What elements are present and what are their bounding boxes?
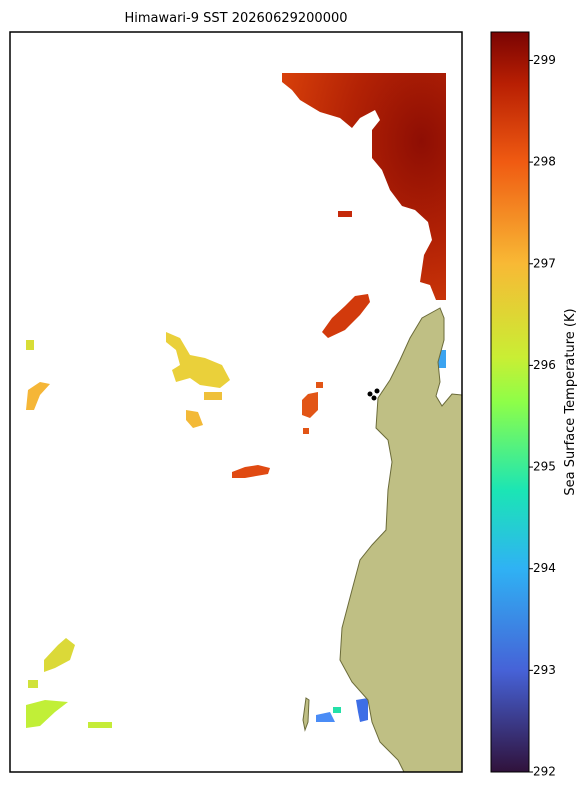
map-title: Himawari-9 SST 20260629200000 [124,11,347,26]
sst-patch [26,382,50,410]
sst-patch [26,700,68,728]
colorbar [490,31,530,773]
sst-patch [322,294,370,338]
sst-patch [282,73,446,300]
colorbar-label: Sea Surface Temperature (K) [563,308,578,495]
land [339,307,462,772]
land [302,697,310,732]
sst-patch [338,211,352,217]
colorbar-tick-label: 293 [533,663,556,677]
sst-patch [28,680,38,688]
colorbar-tick-label: 299 [533,53,556,67]
sst-patch [333,707,341,713]
colorbar-tick-label: 294 [533,561,556,575]
colorbar-tick-label: 292 [533,765,556,779]
colorbar-tick-label: 298 [533,155,556,169]
colorbar-tick-label: 295 [533,460,556,474]
sst-patch [166,332,230,388]
sst-patch [44,638,75,672]
map-area [10,32,462,772]
sst-patch [303,428,309,434]
sst-patch [302,392,318,418]
sst-patch [88,722,112,728]
colorbar-tick-label: 297 [533,256,556,270]
sst-patch [186,410,203,428]
point-marker [367,391,373,397]
colorbar-tick-label: 296 [533,358,556,372]
sst-patch [316,382,323,388]
sst-patch [316,712,335,722]
sst-patch [438,350,446,368]
sst-patch [232,465,270,478]
point-marker [371,395,377,401]
point-marker [374,388,380,394]
sst-patch [26,340,34,350]
sst-patch [204,392,222,400]
sst-patch [356,698,368,722]
map-frame [9,31,463,773]
